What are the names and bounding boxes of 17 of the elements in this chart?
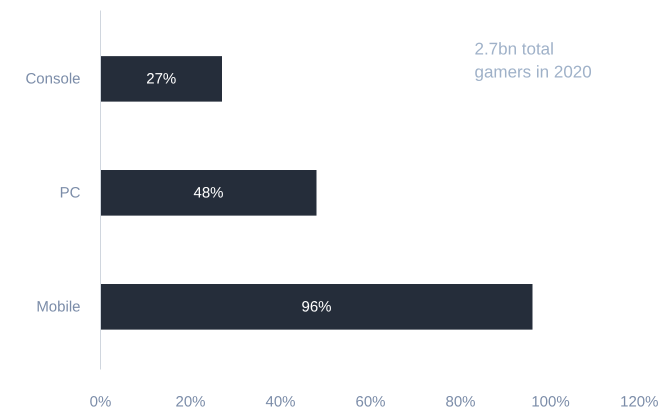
bar (100, 284, 532, 330)
x-tick-label: 20% (175, 394, 206, 410)
x-tick-label: 100% (531, 394, 570, 410)
y-tick-label: Console (25, 70, 81, 88)
annotation: 2.7bn total gamers in 2020 (474, 40, 592, 82)
x-tick-label: 80% (445, 394, 476, 410)
bar (100, 56, 222, 102)
x-tick-label: 40% (265, 394, 296, 410)
x-tick-label: 0% (90, 394, 112, 410)
data-label: 96% (301, 298, 332, 316)
y-tick-label: PC (60, 184, 81, 202)
bar (100, 170, 316, 216)
data-label: 27% (146, 70, 176, 88)
x-tick-label: 60% (355, 394, 386, 410)
y-tick-label: Mobile (36, 298, 80, 316)
data-label: 48% (193, 184, 224, 202)
x-tick-label: 120% (620, 394, 658, 410)
